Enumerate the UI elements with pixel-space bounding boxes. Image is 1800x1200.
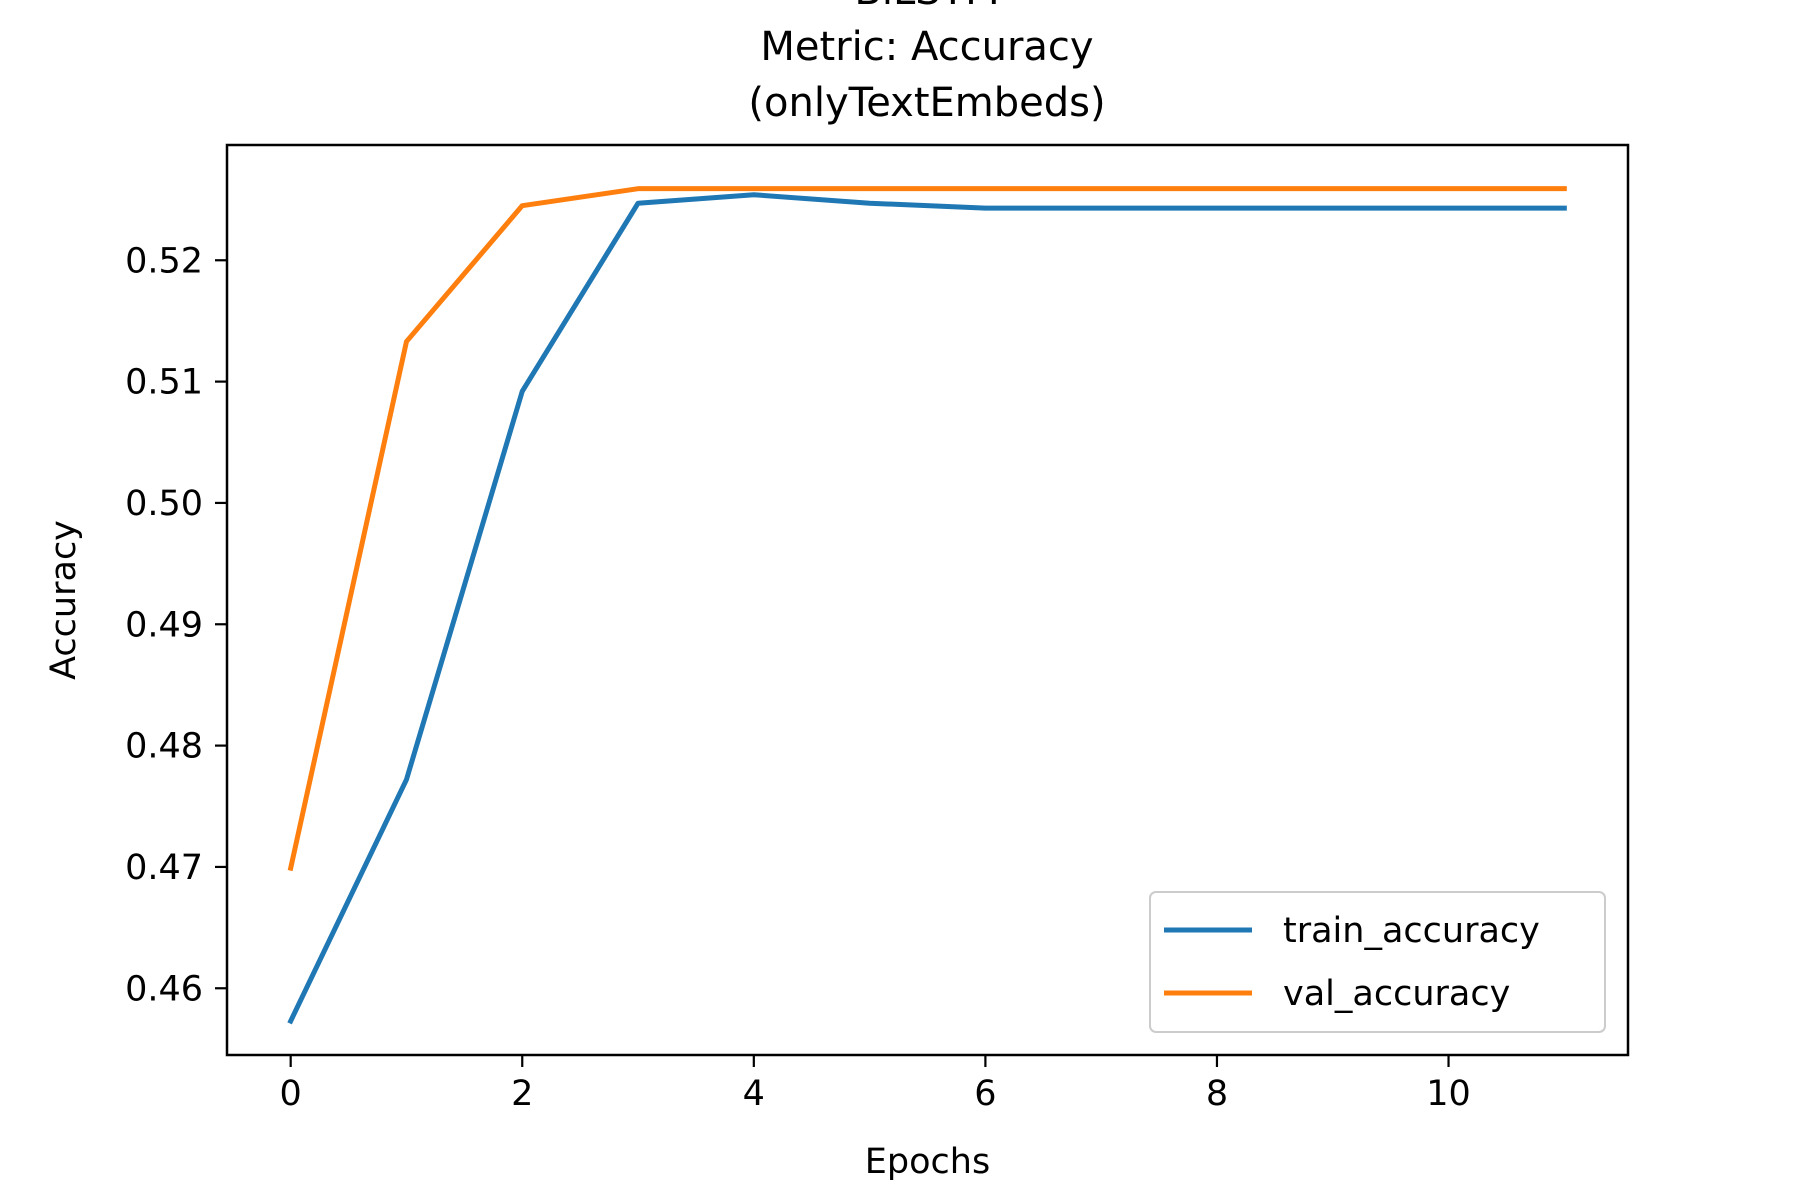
series-line-val_accuracy [287, 186, 1567, 872]
legend-label-val_accuracy: val_accuracy [1283, 974, 1510, 1014]
axes-frame [225, 143, 1630, 1057]
x-tick-label: 10 [1426, 1074, 1471, 1114]
series-layer [287, 186, 1567, 1025]
y-tick-label: 0.49 [125, 605, 203, 645]
x-axis-label: Epochs [865, 1142, 990, 1182]
title-line-1: BiLSTM [854, 0, 999, 14]
legend: train_accuracy val_accuracy [1149, 891, 1606, 1033]
x-axis-ticks: 0 2 4 6 8 10 [280, 1055, 1471, 1114]
series-line-train_accuracy [287, 192, 1567, 1025]
title-line-2: Metric: Accuracy [760, 24, 1093, 70]
legend-box [1149, 891, 1606, 1033]
x-tick-label: 6 [974, 1074, 996, 1114]
legend-label-train_accuracy: train_accuracy [1283, 911, 1540, 951]
title-line-3: (onlyTextEmbeds) [748, 80, 1105, 126]
y-axis-label: Accuracy [44, 520, 84, 680]
x-tick-label: 8 [1206, 1074, 1228, 1114]
y-axis-ticks: 0.46 0.47 0.48 0.49 0.50 0.51 0.52 [125, 241, 227, 1009]
y-tick-label: 0.50 [125, 484, 203, 524]
y-tick-label: 0.52 [125, 241, 203, 281]
x-tick-label: 0 [280, 1074, 302, 1114]
x-tick-label: 2 [511, 1074, 533, 1114]
y-tick-label: 0.46 [125, 969, 203, 1009]
chart-title: BiLSTM Metric: Accuracy (onlyTextEmbeds) [748, 0, 1105, 126]
y-tick-label: 0.48 [125, 727, 203, 767]
plot-area [225, 143, 1630, 1057]
y-tick-label: 0.47 [125, 848, 203, 888]
x-tick-label: 4 [743, 1074, 765, 1114]
y-tick-label: 0.51 [125, 363, 203, 403]
